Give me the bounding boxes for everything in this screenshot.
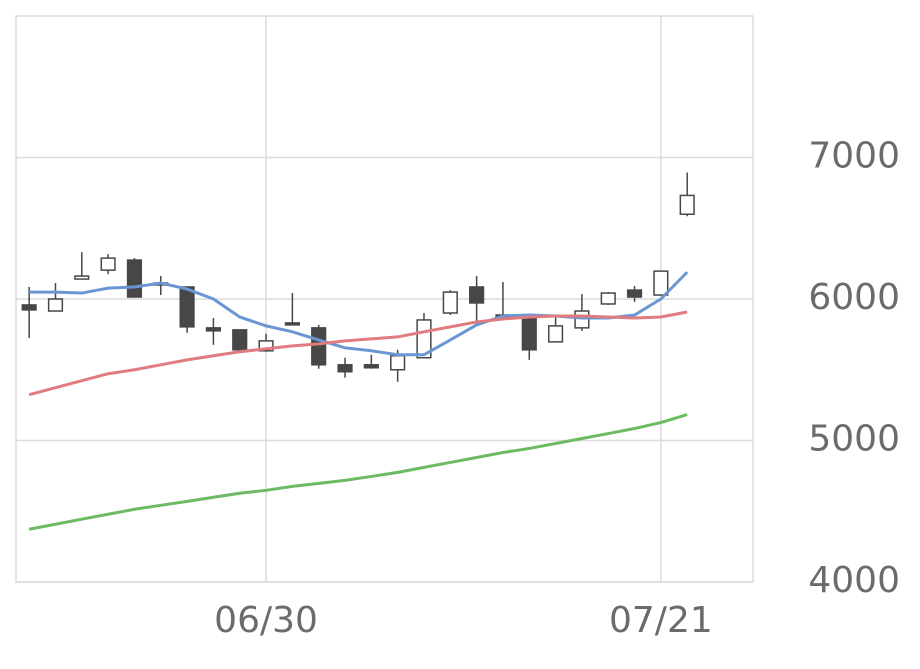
candle-body (74, 275, 90, 280)
candle-body (179, 286, 195, 328)
candle-body (442, 291, 458, 314)
candle-body (416, 319, 432, 359)
candle-body (232, 329, 248, 351)
candle-body (390, 354, 406, 371)
candle-body (679, 194, 695, 215)
candle-body (469, 286, 485, 304)
candle-body (600, 292, 616, 305)
y-tick-label: 4000 (808, 560, 900, 601)
candle-body (47, 298, 64, 312)
candle-body (626, 289, 643, 298)
x-tick-label: 06/30 (214, 600, 318, 641)
candle-body (363, 364, 379, 369)
y-tick-label: 7000 (808, 136, 900, 177)
candle-body (100, 257, 116, 271)
candle-body (284, 322, 300, 326)
candle-body (21, 304, 37, 311)
candle-body (653, 270, 669, 296)
y-tick-label: 5000 (808, 419, 900, 460)
candle-body (258, 340, 274, 352)
moving-average-line (28, 310, 688, 397)
candle-body (547, 325, 564, 343)
candle-body (337, 364, 353, 373)
candle-body (311, 327, 327, 366)
moving-average-line (28, 413, 688, 531)
candle-body (205, 327, 222, 332)
candle-body (126, 259, 143, 298)
candle-body (521, 314, 537, 351)
moving-average-line (29, 271, 689, 357)
x-tick-label: 07/21 (609, 600, 713, 641)
y-tick-label: 6000 (808, 277, 900, 318)
